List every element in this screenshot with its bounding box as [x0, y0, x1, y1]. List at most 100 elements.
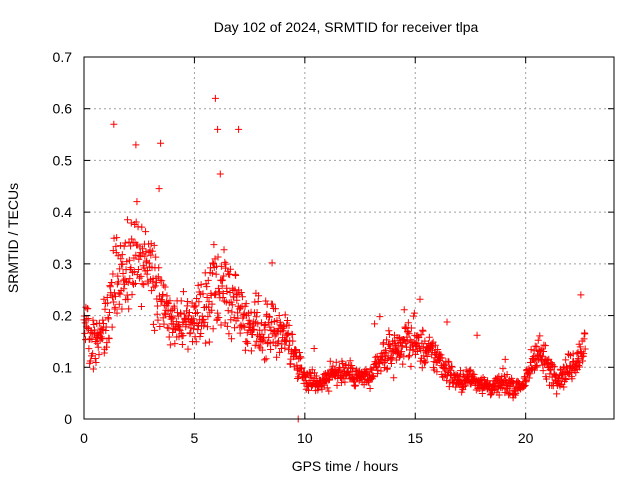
data-point — [421, 359, 429, 367]
data-point — [207, 291, 215, 299]
data-point — [128, 291, 136, 299]
data-point — [375, 360, 383, 368]
data-point — [395, 353, 403, 361]
data-point — [199, 290, 207, 298]
data-point — [445, 383, 453, 391]
data-point — [134, 266, 142, 274]
data-point — [81, 319, 89, 327]
data-point — [210, 241, 218, 249]
data-point — [189, 315, 197, 323]
data-point — [226, 265, 234, 273]
y-tick-label: 0.7 — [53, 49, 73, 65]
data-point — [541, 342, 549, 350]
y-tick-label: 0 — [64, 411, 72, 427]
data-point — [150, 283, 158, 291]
data-point — [425, 333, 433, 341]
data-point — [184, 345, 192, 353]
data-point — [93, 339, 101, 347]
data-point — [241, 346, 249, 354]
data-point — [103, 339, 111, 347]
data-point — [254, 298, 262, 306]
data-point — [249, 330, 257, 338]
data-point — [530, 347, 538, 355]
data-point — [431, 341, 439, 349]
data-point — [177, 297, 185, 305]
data-point — [536, 332, 544, 340]
data-point — [109, 293, 117, 301]
data-point — [130, 268, 138, 276]
data-point — [131, 279, 139, 287]
data-point — [147, 251, 155, 259]
data-point — [251, 341, 259, 349]
data-point — [128, 235, 136, 243]
chart-title: Day 102 of 2024, SRMTID for receiver tlp… — [214, 19, 479, 35]
data-point — [531, 342, 539, 350]
data-point — [445, 358, 453, 366]
data-point — [366, 385, 374, 393]
data-point — [349, 365, 357, 373]
data-point — [437, 351, 445, 359]
data-point — [258, 346, 266, 354]
data-point — [398, 342, 406, 350]
data-point — [167, 307, 175, 315]
data-point — [179, 288, 187, 296]
data-point — [332, 358, 340, 366]
y-tick-label: 0.1 — [53, 359, 73, 375]
data-point — [89, 365, 97, 373]
data-point — [158, 277, 166, 285]
data-point — [156, 322, 164, 330]
data-point — [190, 325, 198, 333]
data-point — [253, 337, 261, 345]
data-point — [386, 330, 394, 338]
data-point — [284, 329, 292, 337]
data-point — [222, 260, 230, 268]
data-point — [225, 299, 233, 307]
data-point — [310, 344, 318, 352]
data-point — [114, 272, 122, 280]
data-point — [402, 323, 410, 331]
data-point — [92, 338, 100, 346]
data-point — [443, 377, 451, 385]
x-tick-label: 15 — [407, 430, 423, 446]
data-point — [104, 315, 112, 323]
data-point — [285, 346, 293, 354]
data-point — [203, 294, 211, 302]
data-point — [209, 325, 217, 333]
data-point — [110, 298, 118, 306]
data-point — [423, 352, 431, 360]
data-point — [417, 331, 425, 339]
data-point — [194, 326, 202, 334]
data-point — [526, 370, 534, 378]
data-point — [89, 316, 97, 324]
data-point — [298, 364, 306, 372]
data-point — [218, 282, 226, 290]
data-point — [163, 292, 171, 300]
data-point — [82, 303, 90, 311]
axis-ticks — [83, 56, 614, 420]
data-point — [407, 324, 415, 332]
data-point — [142, 228, 150, 236]
data-point — [452, 371, 460, 379]
data-point — [225, 330, 233, 338]
data-point — [154, 302, 162, 310]
data-point — [275, 312, 283, 320]
data-point — [405, 353, 413, 361]
data-point — [197, 330, 205, 338]
data-point — [377, 367, 385, 375]
data-point — [580, 335, 588, 343]
data-point — [385, 340, 393, 348]
data-point — [91, 354, 99, 362]
data-point — [126, 275, 134, 283]
data-point — [81, 329, 89, 337]
data-point — [575, 362, 583, 370]
data-point — [333, 381, 341, 389]
data-point — [228, 308, 236, 316]
data-point — [346, 357, 354, 365]
data-point — [252, 313, 260, 321]
data-point — [203, 283, 211, 291]
data-point — [165, 333, 173, 341]
data-point — [481, 376, 489, 384]
data-point — [190, 303, 198, 311]
data-point — [120, 242, 128, 250]
